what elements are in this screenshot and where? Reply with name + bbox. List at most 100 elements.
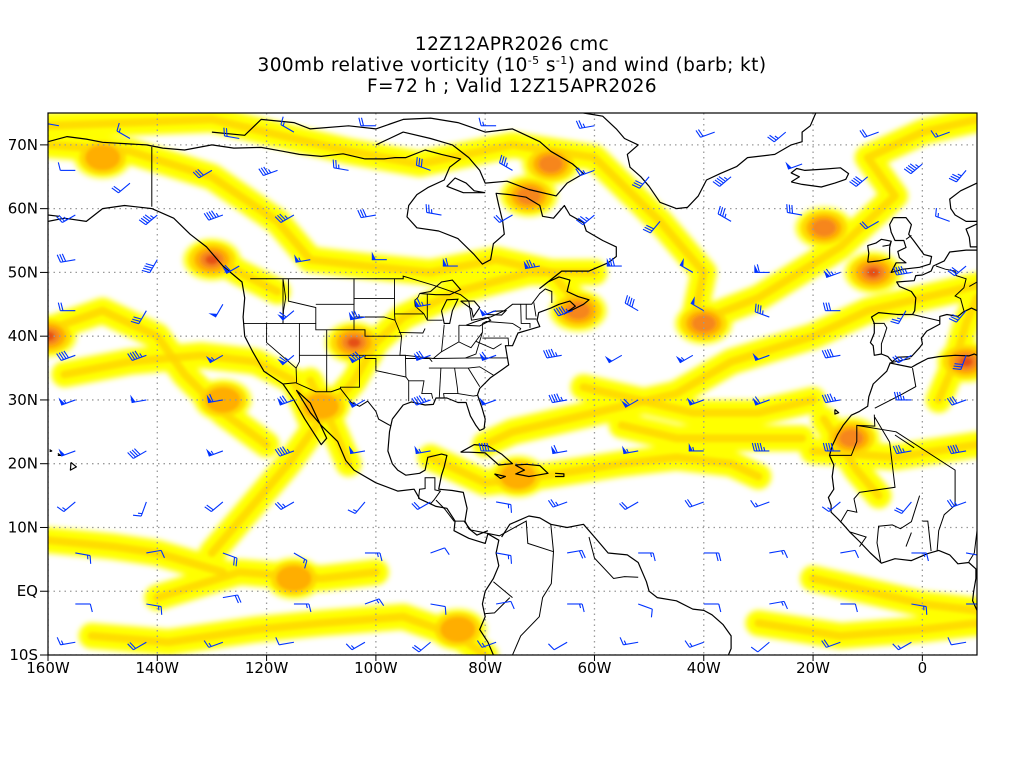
country-border [250, 275, 553, 321]
barb-full-feather [825, 302, 829, 311]
barb-full-feather [548, 643, 555, 651]
wind-barb [130, 310, 147, 325]
barb-staff [755, 399, 770, 406]
barb-half-feather [481, 642, 485, 647]
barb-full-feather [952, 444, 957, 453]
vorticity-band-core [481, 281, 977, 449]
longitude-label: 20W [796, 659, 830, 677]
wind-barb [890, 310, 907, 325]
wind-barb [274, 213, 295, 223]
barb-full-feather [418, 157, 421, 167]
coastline [583, 113, 677, 210]
barb-full-feather [526, 260, 531, 268]
barb-staff [638, 603, 653, 610]
barb-staff [415, 450, 431, 455]
barb-half-feather [284, 357, 289, 361]
wind-barb [111, 182, 131, 194]
country-border [485, 597, 511, 615]
barb-full-feather [890, 320, 899, 325]
barb-staff [61, 450, 76, 457]
country-border [876, 495, 921, 563]
wind-barb [567, 603, 585, 613]
wind-barb [621, 398, 639, 408]
barb-half-feather [353, 509, 358, 512]
wind-barb [130, 394, 147, 404]
latitude-label: 20N [8, 455, 38, 473]
coastline [676, 113, 817, 210]
barb-pennant [754, 264, 759, 273]
barb-full-feather [578, 550, 584, 559]
wind-barb [280, 116, 295, 133]
barb-full-feather [282, 446, 288, 454]
barb-half-feather [376, 599, 380, 604]
vorticity-maximum [205, 254, 219, 265]
wind-barb [849, 176, 869, 187]
barb-staff [208, 450, 224, 457]
barb-full-feather [619, 637, 624, 646]
wind-barb [413, 350, 431, 361]
barb-full-feather [418, 395, 425, 403]
barb-half-feather [902, 448, 905, 453]
barb-full-feather [579, 216, 588, 222]
barb-full-feather [854, 603, 858, 613]
barb-full-feather [413, 501, 421, 509]
barb-half-feather [897, 645, 902, 649]
vorticity-maximum [440, 616, 476, 643]
wind-barb [192, 168, 213, 179]
barb-full-feather [528, 259, 534, 268]
barb-half-feather [60, 640, 64, 645]
barb-staff [553, 641, 568, 651]
coastline [69, 461, 78, 471]
barb-full-feather [823, 639, 830, 647]
barb-half-feather [560, 396, 564, 401]
barb-full-feather [412, 646, 420, 653]
wind-barb [754, 264, 770, 273]
barb-full-feather [274, 216, 282, 223]
barb-pennant [690, 296, 695, 306]
barb-staff [757, 641, 770, 653]
vorticity-maximum [538, 155, 563, 173]
barb-full-feather [767, 136, 775, 143]
barb-staff [689, 399, 704, 406]
barb-half-feather [483, 310, 488, 315]
coastline [48, 136, 617, 432]
wind-barb [684, 640, 704, 648]
barb-half-feather [830, 271, 834, 276]
wind-barb [274, 446, 295, 457]
barb-full-feather [750, 499, 756, 508]
wind-barb [575, 214, 595, 226]
barb-full-feather [420, 158, 423, 168]
barb-full-feather [947, 637, 952, 646]
country-border [873, 322, 888, 354]
state-border [441, 324, 445, 353]
barb-full-feather [954, 363, 963, 366]
barb-full-feather [56, 216, 63, 223]
coastline [57, 453, 62, 456]
wind-barb [277, 354, 295, 366]
barb-full-feather [718, 603, 722, 613]
barb-full-feather [483, 442, 487, 452]
wind-barb [947, 637, 967, 646]
barb-full-feather [955, 444, 960, 453]
title-field-description: 300mb relative vorticity (10-5 s-1) and … [0, 55, 1024, 76]
wind-barb [823, 268, 841, 279]
barb-full-feather [277, 501, 284, 509]
wind-barb [347, 501, 366, 514]
barb-full-feather [379, 552, 383, 562]
barb-full-feather [946, 499, 953, 508]
wind-barb [966, 603, 977, 605]
barb-full-feather [947, 445, 952, 454]
wind-barb [479, 308, 497, 317]
barb-full-feather [695, 130, 702, 138]
wind-barb [547, 499, 568, 508]
country-border [856, 424, 956, 552]
barb-half-feather [63, 216, 68, 221]
barb-pennant [413, 352, 421, 361]
wind-barb [604, 354, 623, 364]
lake-outline [440, 298, 459, 324]
barb-full-feather [635, 180, 644, 185]
wind-barb [965, 552, 977, 556]
vorticity-maximum [500, 463, 536, 490]
latitude-label: 60N [8, 200, 38, 218]
